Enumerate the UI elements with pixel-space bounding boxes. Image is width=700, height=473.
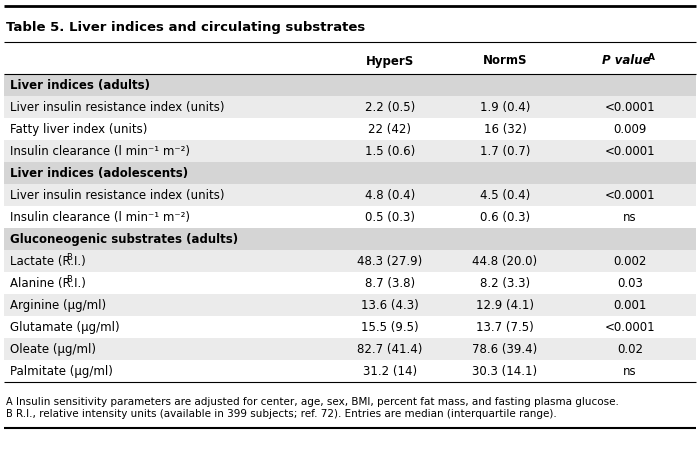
Text: Fatty liver index (units): Fatty liver index (units) [10, 123, 148, 135]
Text: B: B [66, 274, 72, 283]
Text: 0.009: 0.009 [613, 123, 647, 135]
Text: 0.002: 0.002 [613, 254, 647, 268]
Bar [4, 250, 696, 272]
Text: 31.2 (14): 31.2 (14) [363, 365, 417, 377]
Text: 1.7 (0.7): 1.7 (0.7) [480, 144, 530, 158]
Bar [4, 162, 696, 184]
Text: Glutamate (µg/ml): Glutamate (µg/ml) [10, 321, 120, 333]
Bar [4, 294, 696, 316]
Text: B: B [66, 253, 72, 262]
Bar [4, 228, 696, 250]
Bar [4, 316, 696, 338]
Bar [4, 272, 696, 294]
Bar [4, 184, 696, 206]
Text: Alanine (R.I.): Alanine (R.I.) [10, 277, 86, 289]
Text: 16 (32): 16 (32) [484, 123, 526, 135]
Text: 30.3 (14.1): 30.3 (14.1) [473, 365, 538, 377]
Text: NormS: NormS [483, 54, 527, 68]
Text: 13.6 (4.3): 13.6 (4.3) [361, 298, 419, 312]
Text: Table 5. Liver indices and circulating substrates: Table 5. Liver indices and circulating s… [6, 21, 365, 35]
Text: <0.0001: <0.0001 [605, 100, 655, 114]
Text: 8.2 (3.3): 8.2 (3.3) [480, 277, 530, 289]
Text: Gluconeogenic substrates (adults): Gluconeogenic substrates (adults) [10, 233, 238, 245]
Text: 4.5 (0.4): 4.5 (0.4) [480, 189, 530, 201]
Text: Insulin sensitivity parameters are adjusted for center, age, sex, BMI, percent f: Insulin sensitivity parameters are adjus… [16, 397, 619, 407]
Text: 0.02: 0.02 [617, 342, 643, 356]
Text: 2.2 (0.5): 2.2 (0.5) [365, 100, 415, 114]
Text: Oleate (µg/ml): Oleate (µg/ml) [10, 342, 96, 356]
Text: 1.5 (0.6): 1.5 (0.6) [365, 144, 415, 158]
Text: 0.6 (0.3): 0.6 (0.3) [480, 210, 530, 224]
Text: 4.8 (0.4): 4.8 (0.4) [365, 189, 415, 201]
Text: <0.0001: <0.0001 [605, 189, 655, 201]
Text: 8.7 (3.8): 8.7 (3.8) [365, 277, 415, 289]
Text: <0.0001: <0.0001 [605, 144, 655, 158]
Text: 22 (42): 22 (42) [368, 123, 412, 135]
Bar [4, 360, 696, 382]
Text: ns: ns [623, 210, 637, 224]
Text: 0.001: 0.001 [613, 298, 647, 312]
Text: Palmitate (µg/ml): Palmitate (µg/ml) [10, 365, 113, 377]
Bar [4, 118, 696, 140]
Text: 48.3 (27.9): 48.3 (27.9) [358, 254, 423, 268]
Text: R.I., relative intensity units (available in 399 subjects; ref. 72). Entries are: R.I., relative intensity units (availabl… [16, 409, 556, 419]
Text: P value: P value [602, 54, 650, 68]
Text: 15.5 (9.5): 15.5 (9.5) [361, 321, 419, 333]
Text: ns: ns [623, 365, 637, 377]
Text: Liver indices (adults): Liver indices (adults) [10, 79, 150, 91]
Text: A: A [648, 53, 655, 61]
Text: <0.0001: <0.0001 [605, 321, 655, 333]
Text: Liver insulin resistance index (units): Liver insulin resistance index (units) [10, 189, 225, 201]
Text: 82.7 (41.4): 82.7 (41.4) [357, 342, 423, 356]
Text: A: A [6, 397, 13, 407]
Text: 78.6 (39.4): 78.6 (39.4) [473, 342, 538, 356]
Text: 1.9 (0.4): 1.9 (0.4) [480, 100, 530, 114]
Text: HyperS: HyperS [366, 54, 414, 68]
Text: 12.9 (4.1): 12.9 (4.1) [476, 298, 534, 312]
Text: Arginine (µg/ml): Arginine (µg/ml) [10, 298, 106, 312]
Text: 0.03: 0.03 [617, 277, 643, 289]
Bar [4, 96, 696, 118]
Text: Liver insulin resistance index (units): Liver insulin resistance index (units) [10, 100, 225, 114]
Text: B: B [6, 409, 13, 419]
Text: 44.8 (20.0): 44.8 (20.0) [473, 254, 538, 268]
Text: Lactate (R.I.): Lactate (R.I.) [10, 254, 85, 268]
Text: Insulin clearance (l min⁻¹ m⁻²): Insulin clearance (l min⁻¹ m⁻²) [10, 210, 190, 224]
Bar [4, 74, 696, 96]
Text: 13.7 (7.5): 13.7 (7.5) [476, 321, 534, 333]
Text: Insulin clearance (l min⁻¹ m⁻²): Insulin clearance (l min⁻¹ m⁻²) [10, 144, 190, 158]
Bar [4, 206, 696, 228]
Text: 0.5 (0.3): 0.5 (0.3) [365, 210, 415, 224]
Bar [4, 140, 696, 162]
Bar [4, 338, 696, 360]
Text: Liver indices (adolescents): Liver indices (adolescents) [10, 166, 188, 179]
